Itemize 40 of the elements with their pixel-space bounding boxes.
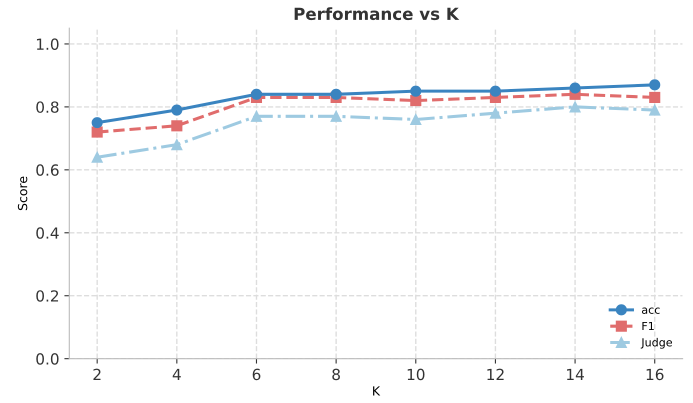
point <box>649 92 660 104</box>
legend-label: Judge <box>640 338 672 349</box>
point <box>250 110 262 122</box>
point <box>92 152 103 163</box>
point <box>410 86 422 97</box>
x-tick-label: 10 <box>408 368 424 380</box>
y-tick-label: 0.6 <box>36 164 59 176</box>
point <box>171 120 182 132</box>
point <box>92 117 103 128</box>
point <box>330 88 342 100</box>
point <box>410 114 422 126</box>
x-tick-label: 16 <box>646 368 664 380</box>
y-tick-label: 0.4 <box>36 227 59 239</box>
point <box>330 110 342 122</box>
x-tick-label: 2 <box>93 368 101 380</box>
legend-label: acc <box>642 308 660 314</box>
legend-label: F1 <box>642 322 654 330</box>
point <box>92 126 103 138</box>
point <box>490 108 501 119</box>
x-tick-label: 14 <box>567 368 584 380</box>
point <box>649 104 660 116</box>
y-tick-label: 1.0 <box>36 38 59 50</box>
point <box>490 86 501 97</box>
y-axis-title: Score <box>18 176 28 210</box>
point <box>570 82 581 94</box>
x-tick-label: 6 <box>252 368 260 380</box>
y-tick-label: 0.8 <box>36 101 59 113</box>
y-tick-label: 0.0 <box>36 353 59 365</box>
point <box>410 95 422 106</box>
point <box>570 101 581 112</box>
point <box>171 139 182 150</box>
x-axis-title: K <box>373 386 380 396</box>
point <box>649 79 660 90</box>
y-tick-label: 0.2 <box>36 290 58 302</box>
x-tick-label: 12 <box>487 368 504 380</box>
point <box>250 88 262 100</box>
x-tick-label: 8 <box>332 368 340 380</box>
x-tick-label: 4 <box>172 368 181 380</box>
point <box>171 104 182 116</box>
chart-title: Performance vs K <box>294 7 460 20</box>
